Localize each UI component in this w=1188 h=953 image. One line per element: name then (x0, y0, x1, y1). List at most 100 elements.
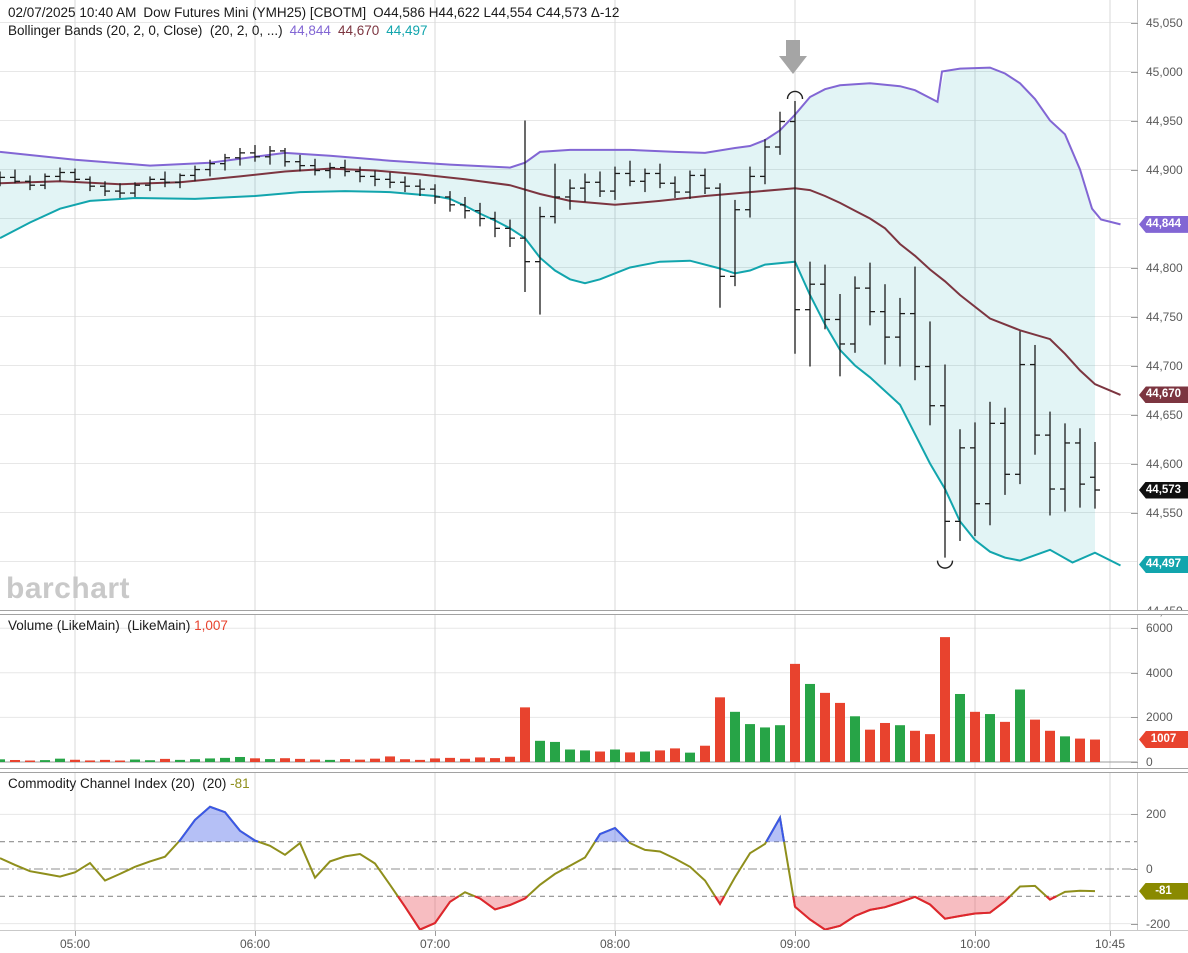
time-label-0700: 07:00 (419, 937, 451, 951)
bollinger-band-fill (0, 67, 1095, 563)
high-arc-marker (786, 90, 804, 100)
volume-bar (655, 750, 665, 762)
volume-bar (1090, 739, 1100, 762)
ohlc-bar (580, 173, 590, 202)
time-tick (75, 931, 76, 936)
time-axis[interactable]: 05:00 06:00 07:00 08:00 09:00 10:00 10:45 (0, 930, 1188, 953)
ohlc-bar (850, 276, 860, 353)
price-axis[interactable]: 45,050 45,000 44,950 44,900 44,800 44,750 44,7… (1131, 0, 1188, 953)
cci-pane-title[interactable]: Commodity Channel Index (20) (20) -81 (8, 776, 250, 791)
bollinger-label: Bollinger Bands (20, 2, 0, Close) (20, 2… (8, 23, 283, 38)
ohlc-bar (925, 321, 935, 426)
volume-bar (1015, 689, 1025, 762)
bollinger-lower-value: 44,497 (386, 23, 428, 38)
axis-label: 44,550 (1146, 505, 1183, 520)
barchart-logo: barchart (6, 572, 131, 605)
ohlc-bar (250, 145, 260, 162)
ohlc-bar (535, 206, 545, 315)
volume-bar (1030, 719, 1040, 762)
ohlc-bar (70, 168, 80, 183)
axis-tick (1131, 71, 1138, 73)
axis-label: 44,900 (1146, 162, 1183, 177)
ohlc-bar (400, 176, 410, 193)
volume-bar (985, 714, 995, 762)
axis-tick (1131, 316, 1138, 318)
volume-bar (250, 758, 260, 762)
volume-bar (220, 757, 230, 762)
axis-tick (1131, 22, 1138, 24)
ohlc-bar (115, 183, 125, 198)
axis-tick (1131, 672, 1138, 674)
ohlc-bar (1015, 331, 1025, 485)
ohlc-bar (1090, 441, 1100, 509)
quote-symbol: Dow Futures Mini (YMH25) [CBOTM] (143, 5, 367, 20)
ohlc-bar (595, 171, 605, 197)
volume-bar (340, 759, 350, 762)
volume-pane-title[interactable]: Volume (LikeMain) (LikeMain) 1,007 (8, 618, 228, 633)
volume-bar (85, 760, 95, 762)
volume-value: 1,007 (194, 618, 228, 633)
ohlc-bar (655, 163, 665, 189)
ohlc-bar (310, 158, 320, 176)
ohlc-bar (280, 147, 290, 167)
volume-bar (880, 722, 890, 762)
volume-bar (955, 693, 965, 762)
ohlc-bar (805, 261, 815, 367)
pane-splitter-top[interactable] (0, 610, 1188, 615)
axis-label: 44,800 (1146, 260, 1183, 275)
ohlc-bar (835, 294, 845, 377)
ohlc-bar (910, 266, 920, 381)
volume-bar (370, 758, 380, 762)
cci-chart-svg[interactable] (0, 772, 1137, 930)
axis-badge--81: -81 (1139, 882, 1188, 900)
volume-label: Volume (LikeMain) (LikeMain) (8, 618, 191, 633)
volume-bar (430, 758, 440, 762)
ohlc-bar (985, 401, 995, 526)
volume-bar (610, 749, 620, 762)
ohlc-bar (760, 139, 770, 185)
ohlc-bar (685, 170, 695, 199)
ohlc-bar (940, 364, 950, 558)
pane-splitter-bottom[interactable] (0, 768, 1188, 773)
cci-overbought-line (765, 814, 785, 843)
axis-tick (1131, 628, 1138, 630)
volume-bar (790, 663, 800, 762)
volume-bar (940, 637, 950, 762)
axis-badge-44844: 44,844 (1139, 215, 1188, 233)
volume-bar (730, 711, 740, 762)
price-chart-svg[interactable] (0, 0, 1137, 610)
volume-bar (640, 751, 650, 762)
volume-bar (970, 711, 980, 762)
ohlc-bar (460, 196, 470, 219)
ohlc-bar (790, 100, 800, 354)
ohlc-bar (565, 179, 575, 210)
quote-header: 02/07/2025 10:40 AM Dow Futures Mini (YMH… (8, 5, 626, 20)
axis-label: 200 (1146, 807, 1167, 822)
ohlc-bar (970, 422, 980, 537)
axis-tick (1131, 923, 1138, 925)
volume-bar (175, 759, 185, 762)
axis-label: 45,050 (1146, 15, 1183, 30)
cci-oversold-line (474, 895, 529, 911)
volume-bar (40, 760, 50, 762)
cci-oversold-line (792, 895, 1011, 930)
time-label-1000: 10:00 (959, 937, 991, 951)
volume-chart-svg[interactable] (0, 615, 1137, 768)
ohlc-bar (715, 183, 725, 308)
ohlc-bar (295, 154, 305, 172)
ohlc-bar (160, 171, 170, 188)
axis-tick (1131, 717, 1138, 719)
axis-tick (1131, 267, 1138, 269)
volume-bar (1000, 721, 1010, 762)
ohlc-bar (625, 160, 635, 187)
volume-bar (760, 727, 770, 762)
ohlc-bar (385, 172, 395, 189)
volume-bar (205, 758, 215, 762)
axis-tick (1131, 814, 1138, 816)
volume-bar (775, 725, 785, 762)
axis-label: 6000 (1146, 621, 1173, 636)
ohlc-bar (490, 211, 500, 238)
cci-overbought-line (594, 826, 630, 843)
low-arc-marker (936, 560, 954, 569)
